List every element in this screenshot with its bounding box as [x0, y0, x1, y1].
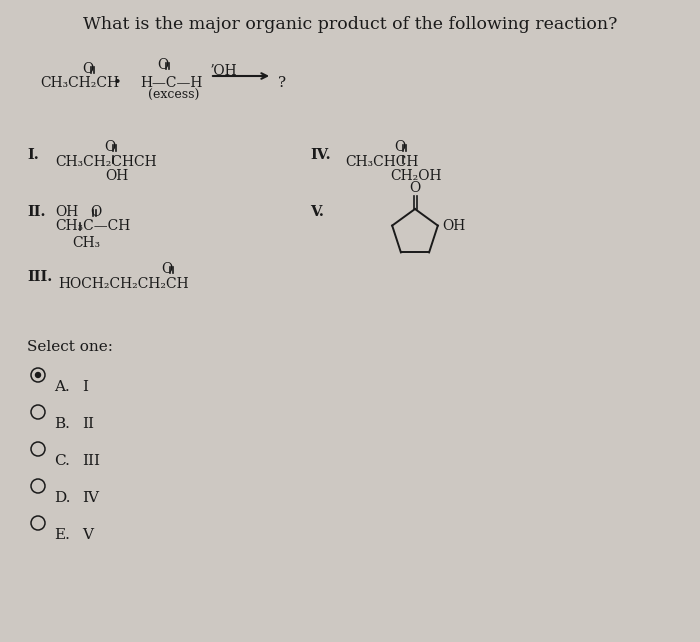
Text: What is the major organic product of the following reaction?: What is the major organic product of the… [83, 16, 617, 33]
Text: III.: III. [27, 270, 52, 284]
Text: I: I [82, 380, 88, 394]
Text: CH₃C—CH: CH₃C—CH [55, 219, 130, 233]
Text: OH: OH [105, 169, 128, 183]
Text: D.: D. [54, 491, 71, 505]
Text: O: O [104, 140, 116, 154]
Text: O: O [158, 58, 169, 72]
Text: ?: ? [278, 76, 286, 90]
Text: (excess): (excess) [148, 89, 199, 102]
Text: •: • [113, 76, 121, 90]
Text: A.: A. [54, 380, 70, 394]
Text: I.: I. [27, 148, 38, 162]
Text: CH₃CHCH: CH₃CHCH [345, 155, 419, 169]
Text: OH: OH [442, 218, 465, 232]
Text: Select one:: Select one: [27, 340, 113, 354]
Text: C.: C. [54, 454, 70, 468]
Text: O: O [162, 262, 173, 276]
Text: CH₂OH: CH₂OH [390, 169, 442, 183]
Text: O: O [394, 140, 405, 154]
Text: II.: II. [27, 205, 46, 219]
Text: CH₃CH₂CH: CH₃CH₂CH [40, 76, 119, 90]
Text: E.: E. [54, 528, 70, 542]
Text: III: III [82, 454, 100, 468]
Text: O: O [90, 205, 101, 219]
Text: IV.: IV. [310, 148, 330, 162]
Text: II: II [82, 417, 94, 431]
Text: OH: OH [55, 205, 78, 219]
Text: V.: V. [310, 205, 324, 219]
Text: IV: IV [82, 491, 99, 505]
Text: ʼOH: ʼOH [210, 64, 237, 78]
Text: CH₃: CH₃ [72, 236, 100, 250]
Text: O: O [83, 62, 94, 76]
Text: B.: B. [54, 417, 70, 431]
Text: O: O [410, 181, 421, 195]
Text: H—C—H: H—C—H [140, 76, 202, 90]
Circle shape [36, 372, 41, 377]
Text: HOCH₂CH₂CH₂CH: HOCH₂CH₂CH₂CH [58, 277, 188, 291]
Text: CH₃CH₂CHCH: CH₃CH₂CHCH [55, 155, 157, 169]
Text: V: V [82, 528, 93, 542]
